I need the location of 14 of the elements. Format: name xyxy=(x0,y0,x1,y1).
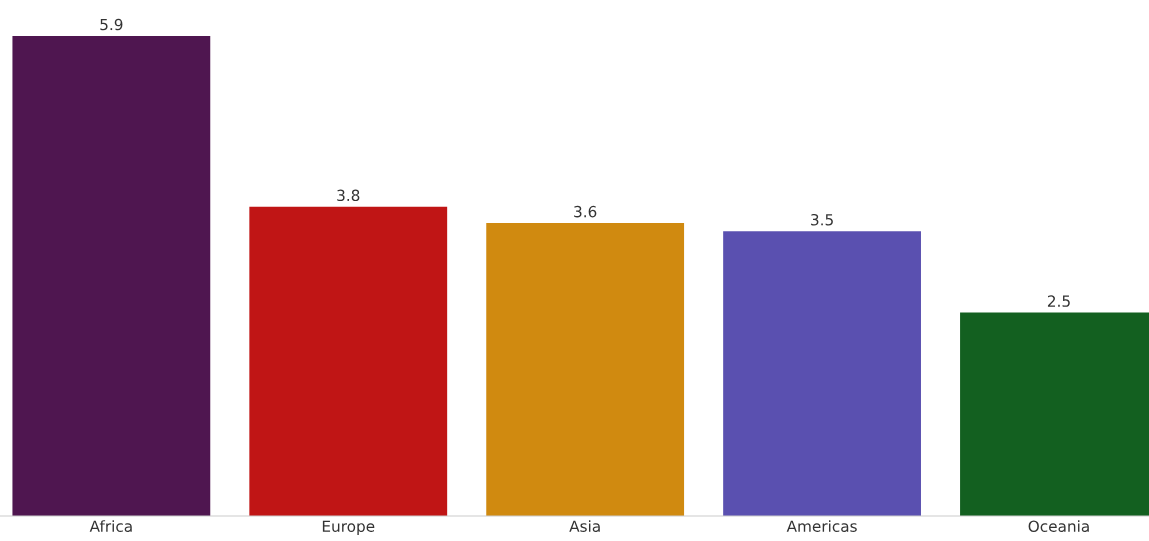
data-label: 3.5 xyxy=(811,213,833,226)
data-label: 3.6 xyxy=(574,205,597,218)
x-tick-label: Africa xyxy=(89,520,132,532)
bar xyxy=(249,206,448,516)
bar xyxy=(486,223,685,516)
bar xyxy=(723,231,921,516)
x-tick-label: Oceania xyxy=(1028,520,1089,532)
x-tick-label: Asia xyxy=(569,520,600,532)
data-label: 2.5 xyxy=(1047,295,1070,307)
data-label: 3.8 xyxy=(337,189,360,202)
bar xyxy=(12,36,211,516)
x-tick-label: Europe xyxy=(322,520,375,535)
data-label: 5.9 xyxy=(100,18,123,31)
x-tick-label: Americas xyxy=(786,520,857,532)
